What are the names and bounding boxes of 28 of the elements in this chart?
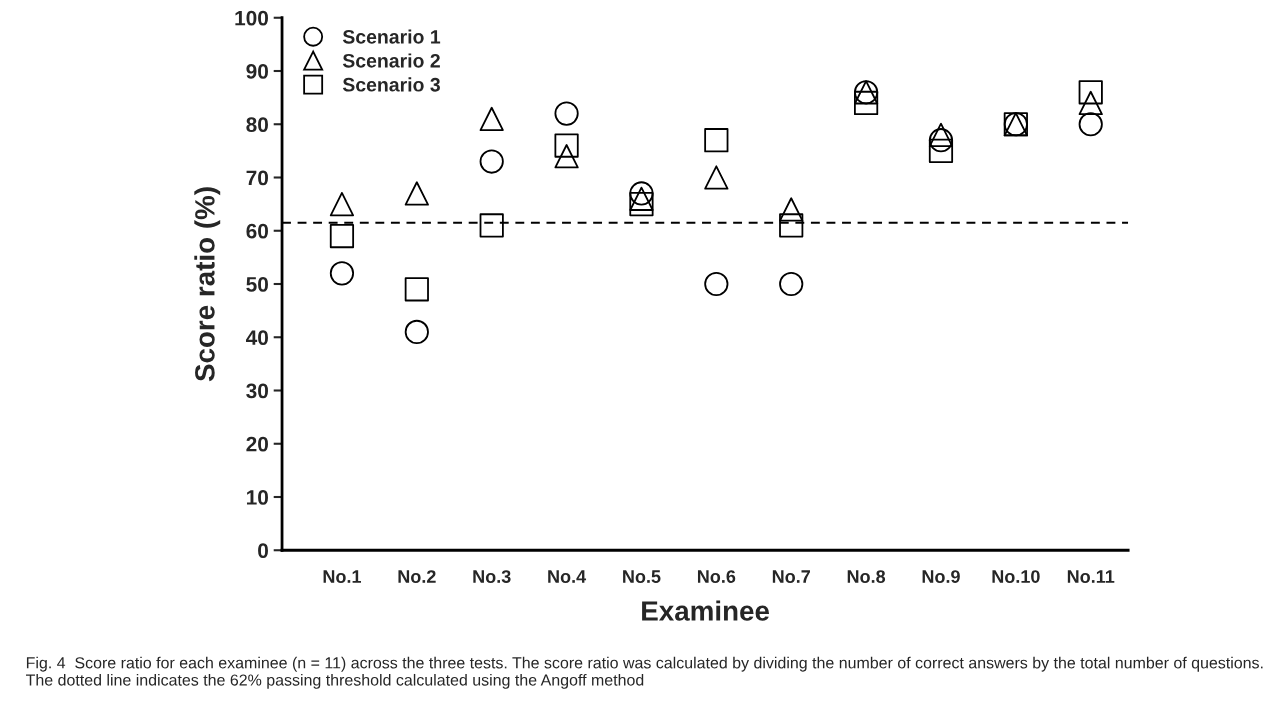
x-tick-label: No.2 bbox=[398, 570, 436, 583]
x-tick-label: No.10 bbox=[992, 570, 1040, 583]
legend-label: Scenario 3 bbox=[342, 77, 440, 92]
y-tick-label: 90 bbox=[246, 64, 268, 79]
y-tick-label: 80 bbox=[246, 117, 268, 132]
y-tick-label: 0 bbox=[258, 543, 268, 558]
x-tick-label: No.7 bbox=[772, 570, 810, 583]
y-tick-label: 20 bbox=[246, 436, 268, 452]
x-tick-label: No.5 bbox=[623, 570, 661, 583]
y-axis-title: Score ratio (%) bbox=[194, 187, 221, 382]
y-tick-label: 60 bbox=[246, 223, 268, 239]
y-tick-label: 30 bbox=[246, 383, 268, 399]
x-tick-label: No.4 bbox=[548, 570, 587, 583]
y-tick-label: 100 bbox=[235, 10, 268, 26]
legend-label: Scenario 2 bbox=[342, 53, 440, 68]
x-tick-label: No.11 bbox=[1067, 570, 1115, 583]
legend-label: Scenario 1 bbox=[342, 29, 441, 44]
x-axis-title: Examinee bbox=[642, 600, 770, 621]
y-tick-label: 70 bbox=[246, 170, 268, 186]
x-tick-label: No.3 bbox=[473, 570, 511, 583]
y-tick-label: 10 bbox=[246, 490, 268, 505]
y-tick-label: 50 bbox=[246, 277, 268, 292]
x-tick-label: No.6 bbox=[697, 570, 736, 583]
x-tick-label: No.9 bbox=[922, 570, 960, 583]
caption: Fig. 4 Score ratio for each examinee (n = 11) across the three tests. The score ratio was calculated by dividing the number of correct answers by the total number of questions. The dotted line indicates the 62% passing threshold calculated using the Angoff method bbox=[26, 656, 1263, 689]
y-tick-label: 40 bbox=[245, 330, 268, 345]
x-tick-label: No.8 bbox=[847, 570, 886, 583]
x-tick-label: No.1 bbox=[323, 570, 361, 583]
